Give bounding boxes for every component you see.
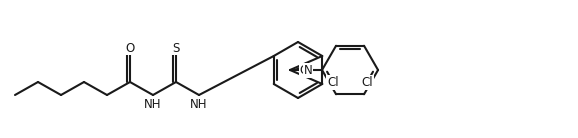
Text: O: O [299,63,309,76]
Text: N: N [304,64,313,78]
Text: NH: NH [190,98,208,111]
Text: O: O [125,42,135,55]
Text: NH: NH [144,98,162,111]
Text: Cl: Cl [327,76,339,89]
Text: Cl: Cl [361,76,373,89]
Text: S: S [172,42,180,55]
